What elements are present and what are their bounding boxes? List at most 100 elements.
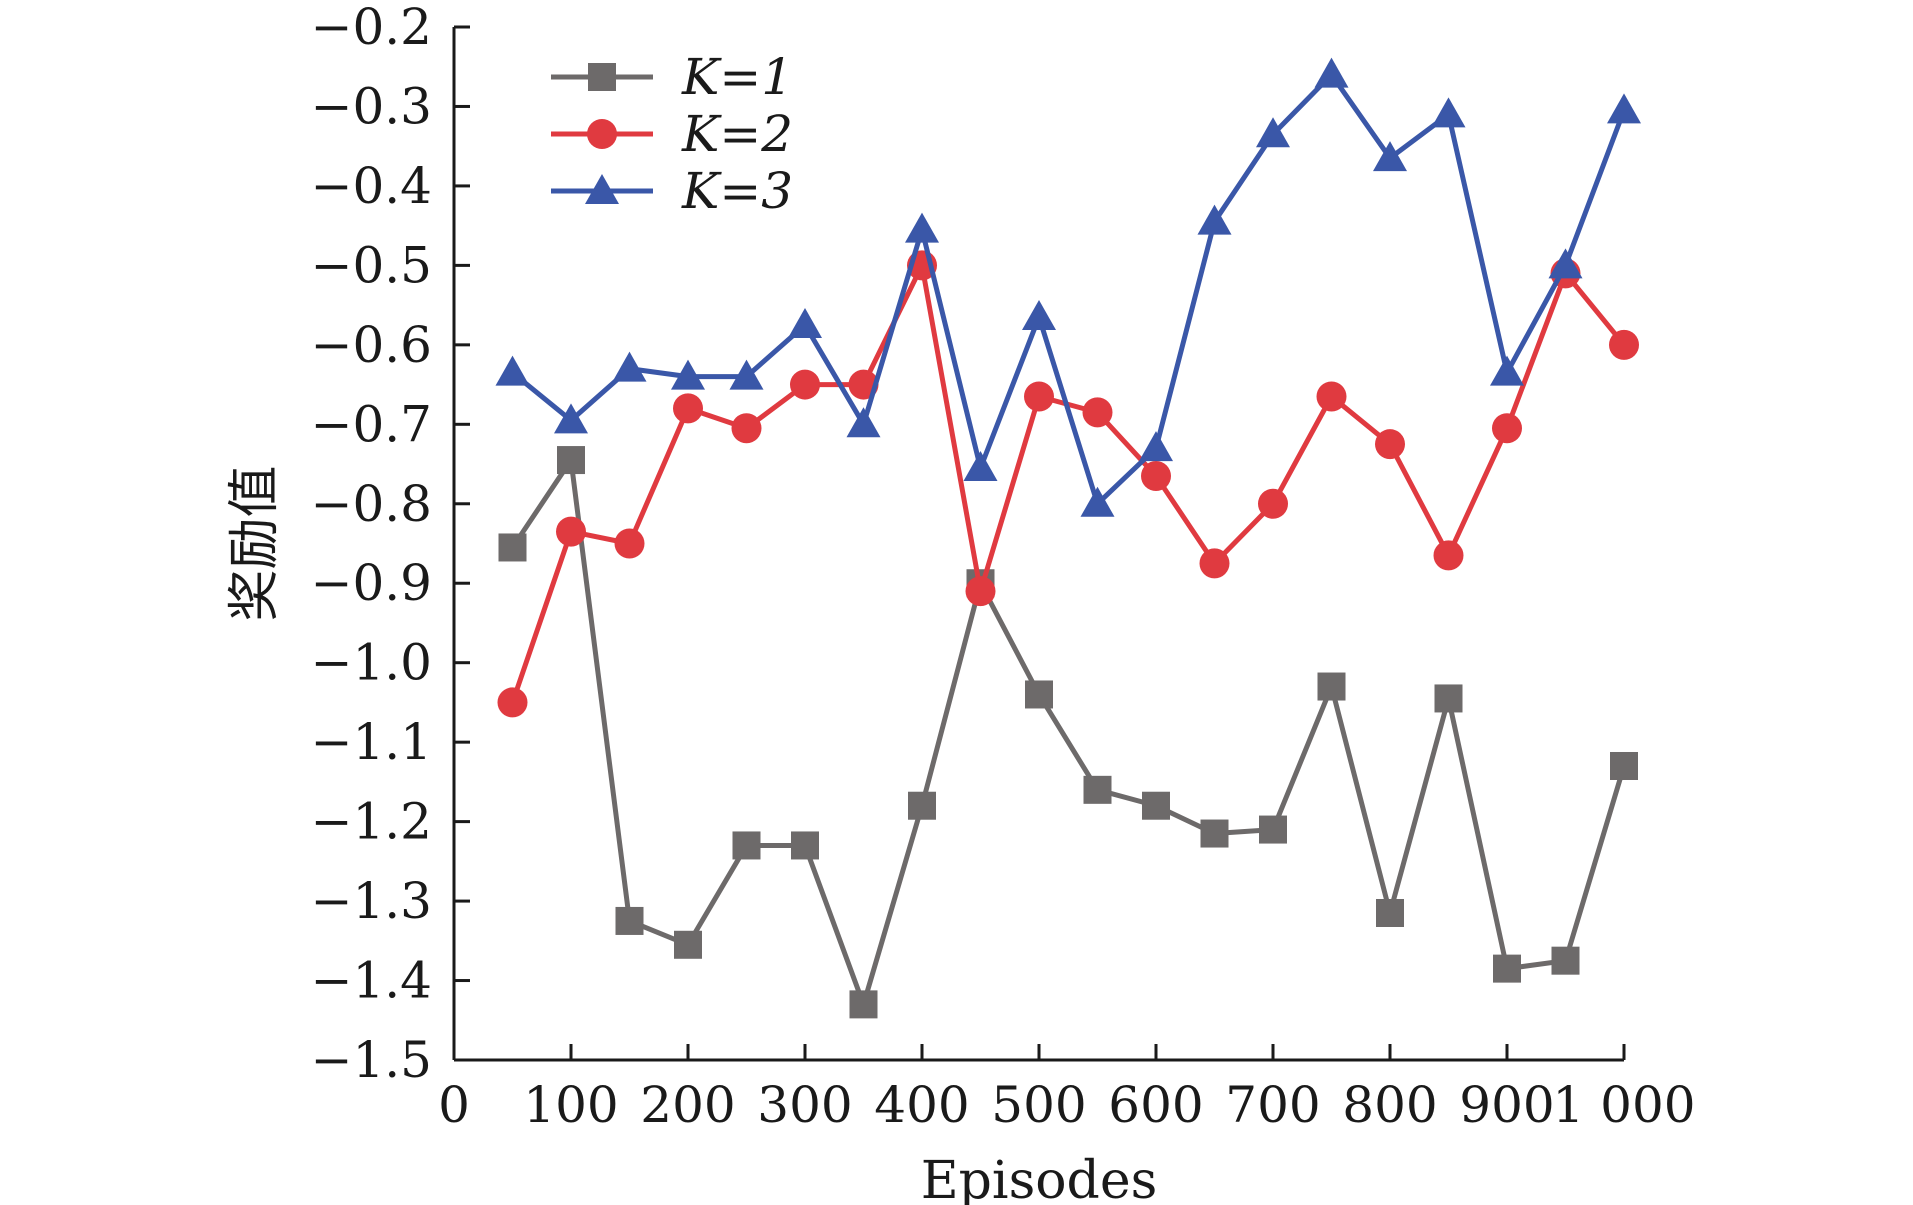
series-k1-point <box>615 906 644 935</box>
series-k2-point <box>1199 548 1230 579</box>
series-k3-point <box>788 307 822 338</box>
series-k2-point <box>731 413 762 444</box>
y-tick-label: −1.0 <box>311 634 432 692</box>
series-layer <box>495 57 1641 1019</box>
series-k3-point <box>846 407 881 438</box>
series-k2-point <box>1375 429 1405 460</box>
x-tick-label: 0 <box>438 1076 470 1134</box>
x-tick-label: 600 <box>1108 1076 1203 1134</box>
series-k2-point <box>965 576 996 607</box>
series-k3-point <box>1548 248 1583 279</box>
series-k1-point <box>674 930 702 959</box>
x-tick-label: 100 <box>523 1076 618 1134</box>
series-k3-point <box>729 359 764 390</box>
x-axis-title: Episodes <box>921 1151 1158 1205</box>
y-axis-title: 奖励值 <box>225 465 285 621</box>
x-tick-label: 400 <box>874 1076 969 1134</box>
y-tick-label: −1.5 <box>311 1031 432 1089</box>
series-k1-point <box>1317 672 1346 701</box>
y-tick-label: −0.5 <box>311 236 432 294</box>
series-k1-point <box>1259 815 1287 844</box>
series-k3-point <box>1431 97 1466 128</box>
series-k1-point <box>1493 954 1521 983</box>
series-k1 <box>498 446 1638 1019</box>
series-k3-point <box>1490 355 1524 386</box>
series-k2-point <box>1082 397 1113 428</box>
x-tick-label: 200 <box>640 1076 735 1134</box>
y-tick-label: −0.4 <box>311 157 432 215</box>
x-tick-label: 700 <box>1225 1076 1320 1134</box>
series-k3-point <box>671 359 705 390</box>
series-k2-point <box>556 516 586 547</box>
legend-entry-k3: K=3 <box>551 162 793 220</box>
series-k1-point <box>1551 946 1580 975</box>
series-k3-point <box>1197 204 1232 235</box>
y-tick-label: −1.1 <box>311 713 432 771</box>
series-k2-point <box>673 393 703 424</box>
y-tick-label: −0.7 <box>311 395 432 453</box>
series-k3-point <box>905 212 939 243</box>
series-k1-point <box>1434 684 1463 713</box>
x-tick-label: 1 000 <box>1552 1076 1695 1134</box>
series-k1-point <box>1025 680 1053 709</box>
axes: −0.2 −0.3 −0.4 −0.5 −0.6 −0.7 −0.8 −0.9 −1.0 −1.1… <box>311 0 1696 1134</box>
legend-entry-k1-label: K=1 <box>681 48 793 106</box>
series-k3-point <box>963 451 998 482</box>
y-tick-label: −1.2 <box>311 793 432 851</box>
x-tick-label: 500 <box>991 1076 1086 1134</box>
series-k3-point <box>1022 300 1056 331</box>
series-k3-point <box>1080 486 1115 517</box>
series-k1-point <box>498 533 527 562</box>
legend-entry-k2: K=2 <box>551 105 793 163</box>
y-tick-label: −1.3 <box>311 872 432 930</box>
series-k2 <box>497 250 1639 718</box>
y-tick-label: −0.2 <box>311 0 432 56</box>
series-k1-point <box>849 990 878 1019</box>
legend-entry-k2-label: K=2 <box>681 105 793 163</box>
series-k1-point <box>791 831 819 860</box>
y-tick-label: −0.8 <box>311 475 432 533</box>
series-k2-point <box>614 528 645 559</box>
series-k1-point <box>557 446 585 475</box>
series-k1-point <box>908 791 936 820</box>
series-k1-point <box>1610 751 1638 780</box>
series-k2-point <box>1258 488 1288 519</box>
series-k3-point <box>1607 93 1641 124</box>
legend-entry-k3-point <box>585 174 619 204</box>
series-k2-point <box>1316 381 1347 412</box>
y-tick-label: −1.4 <box>311 952 432 1010</box>
series-k2-point <box>1433 540 1464 571</box>
legend-entry-k1-point <box>588 63 616 91</box>
series-k1-point <box>1083 775 1112 804</box>
series-k2-point <box>1024 381 1054 412</box>
series-k3 <box>495 57 1641 517</box>
series-k3-point <box>1139 431 1173 462</box>
x-tick-label: 800 <box>1342 1076 1437 1134</box>
series-k2-point <box>1609 329 1639 360</box>
legend: K=1K=2K=3 <box>551 48 793 220</box>
series-k3-point <box>554 403 588 434</box>
y-ticks: −0.2 −0.3 −0.4 −0.5 −0.6 −0.7 −0.8 −0.9 −1.0 −1.1… <box>311 0 470 1089</box>
y-tick-label: −0.3 <box>311 77 432 135</box>
series-k2-point <box>1492 413 1522 444</box>
x-tick-label: 300 <box>757 1076 852 1134</box>
series-k3-point <box>1314 57 1349 88</box>
series-k3-line <box>510 72 1627 507</box>
series-k1-point <box>1200 819 1229 848</box>
series-k3-point <box>1373 141 1407 172</box>
y-tick-label: −0.6 <box>311 316 432 374</box>
legend-entry-k3-label: K=3 <box>681 162 793 220</box>
y-tick-label: −0.9 <box>311 554 432 612</box>
legend-entry-k2-point <box>587 119 617 149</box>
series-k3-point <box>495 355 530 386</box>
series-k2-point <box>790 369 820 400</box>
series-k1-point <box>1376 898 1404 927</box>
series-k1-line <box>510 457 1627 1007</box>
series-k2-point <box>497 687 528 718</box>
x-tick-label: 900 <box>1459 1076 1554 1134</box>
series-k1-point <box>732 831 761 860</box>
series-k3-point <box>612 351 647 382</box>
series-k1-point <box>1142 791 1170 820</box>
